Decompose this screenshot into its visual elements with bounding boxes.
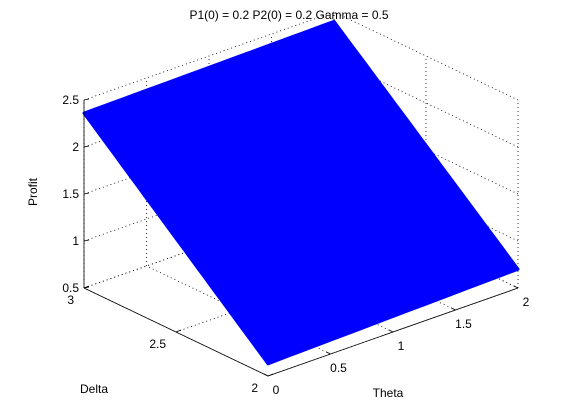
z-tick-2 <box>83 192 90 195</box>
z-axis-label: Profit <box>26 177 40 206</box>
z-tick-label-2: 1.5 <box>62 187 79 201</box>
x-tick-label-0: 0 <box>273 383 280 397</box>
z-tick-label-3: 2 <box>72 140 79 154</box>
x-tick-0 <box>263 373 269 377</box>
x-axis-label: Theta <box>373 386 404 400</box>
y-tick-1 <box>175 329 182 333</box>
z-tick-3 <box>83 145 90 148</box>
chart-title: P1(0) = 0.2 P2(0) = 0.2 Gamma = 0.5 <box>189 8 388 22</box>
z-tick-label-0: 0.5 <box>62 281 79 295</box>
x-tick-label-4: 2 <box>523 295 530 309</box>
y-tick-label-0: 2 <box>251 381 258 395</box>
x-tick-2 <box>388 329 394 333</box>
x-tick-4 <box>513 285 519 289</box>
z-tick-label-4: 2.5 <box>62 93 79 107</box>
y-tick-label-2: 3 <box>67 293 74 307</box>
tick-layer: 0.5 1 1.5 2 2.5 0 0.5 1 1.5 2 2 2.5 3 <box>62 93 529 397</box>
z-tick-4 <box>83 98 90 101</box>
x-tick-label-2: 1 <box>398 339 405 353</box>
y-axis-label: Delta <box>80 382 108 396</box>
z-tick-1 <box>83 239 90 242</box>
grid-z-back-4 <box>83 11 335 101</box>
y-tick-2 <box>83 285 90 289</box>
x-tick-1 <box>326 351 331 355</box>
x-tick-label-1: 0.5 <box>330 361 347 375</box>
x-tick-label-3: 1.5 <box>455 317 472 331</box>
y-tick-0 <box>267 373 274 377</box>
x-tick-3 <box>451 307 456 311</box>
surface-layer <box>82 19 520 366</box>
z-tick-label-1: 1 <box>72 234 79 248</box>
y-tick-label-1: 2.5 <box>149 337 166 351</box>
profit-surface <box>82 19 520 366</box>
